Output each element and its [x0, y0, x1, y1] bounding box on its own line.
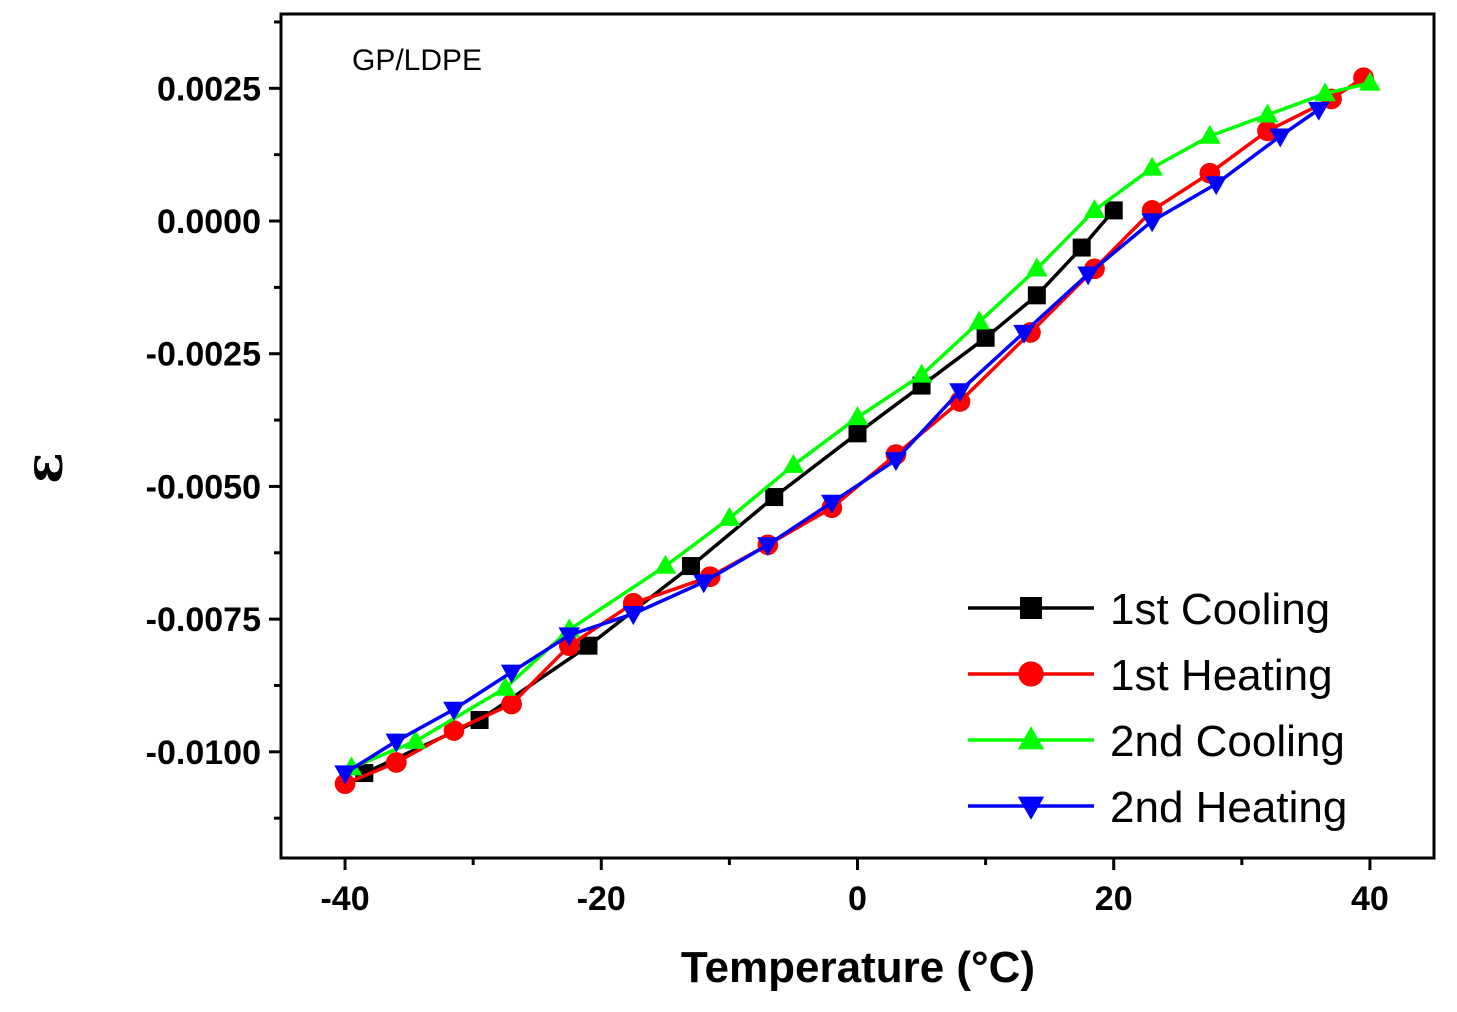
data-point — [1314, 82, 1336, 102]
data-point — [334, 765, 356, 785]
x-tick-label: 40 — [1351, 880, 1389, 918]
data-point — [494, 676, 516, 696]
legend-item: 2nd Cooling — [968, 717, 1345, 766]
legend-label: 1st Cooling — [1110, 585, 1330, 634]
data-point — [1083, 199, 1106, 219]
data-point — [404, 729, 427, 749]
legend-marker — [1018, 661, 1044, 687]
data-point — [1027, 286, 1046, 305]
data-point — [968, 310, 991, 330]
legend-item: 2nd Heating — [968, 783, 1347, 832]
data-point — [846, 406, 869, 426]
data-point — [718, 507, 741, 526]
data-point — [848, 424, 867, 443]
y-tick-label: 0.0025 — [157, 70, 261, 108]
data-point — [579, 636, 598, 655]
data-point — [1205, 176, 1228, 196]
series-1st-cooling — [355, 201, 1123, 783]
y-tick-label: -0.0100 — [146, 734, 261, 772]
data-point — [976, 328, 995, 347]
y-tick-label: 0.0000 — [157, 203, 261, 241]
x-axis-title: Temperature (°C) — [681, 943, 1035, 992]
legend-label: 1st Heating — [1110, 651, 1333, 700]
data-point — [1104, 201, 1123, 220]
data-point — [757, 537, 779, 557]
data-point — [1141, 213, 1163, 233]
data-point — [1013, 324, 1035, 344]
data-point — [1141, 156, 1163, 176]
data-point — [501, 693, 522, 715]
data-point — [1077, 266, 1099, 286]
data-point — [1269, 128, 1292, 148]
data-point — [443, 701, 465, 721]
data-point — [885, 452, 907, 472]
data-point — [821, 494, 843, 514]
legend: 1st Cooling 1st Heating 2nd Cooling 2nd Hea… — [968, 585, 1347, 832]
data-point — [385, 733, 408, 753]
legend-marker — [1020, 597, 1042, 619]
data-point — [1072, 238, 1091, 257]
legend-label: 2nd Heating — [1110, 783, 1347, 832]
y-tick-label: -0.0075 — [146, 601, 261, 639]
x-tick-label: 20 — [1095, 880, 1133, 918]
data-point — [765, 488, 784, 507]
annotation-label: GP/LDPE — [352, 44, 482, 77]
legend-item: 1st Heating — [968, 651, 1333, 700]
data-point — [910, 363, 933, 383]
data-point — [949, 383, 971, 403]
data-point — [692, 574, 715, 594]
data-point — [681, 557, 700, 576]
legend-marker — [1017, 726, 1045, 750]
series-line — [363, 209, 1116, 775]
data-point — [622, 606, 645, 626]
x-tick-label: -40 — [320, 880, 369, 918]
y-tick-label: -0.0050 — [146, 468, 261, 506]
y-axis-title: ε — [14, 452, 75, 484]
legend-label: 2nd Cooling — [1110, 717, 1345, 766]
data-point — [500, 664, 523, 684]
legend-marker — [1017, 796, 1045, 820]
x-tick-label: -20 — [577, 880, 626, 918]
y-tick-label: -0.0025 — [146, 336, 261, 374]
data-point — [443, 720, 465, 741]
data-point — [1257, 120, 1278, 142]
series-2nd-heating — [334, 101, 1330, 785]
x-tick-label: 0 — [848, 880, 867, 918]
data-point — [385, 752, 407, 773]
data-point — [1026, 257, 1048, 277]
data-point — [1199, 124, 1221, 144]
data-point — [782, 453, 805, 473]
data-point — [654, 554, 677, 574]
data-point — [1307, 101, 1330, 121]
data-point — [1256, 103, 1279, 123]
legend-item: 1st Cooling — [968, 585, 1330, 634]
data-point — [1359, 71, 1381, 91]
data-point — [558, 627, 581, 647]
